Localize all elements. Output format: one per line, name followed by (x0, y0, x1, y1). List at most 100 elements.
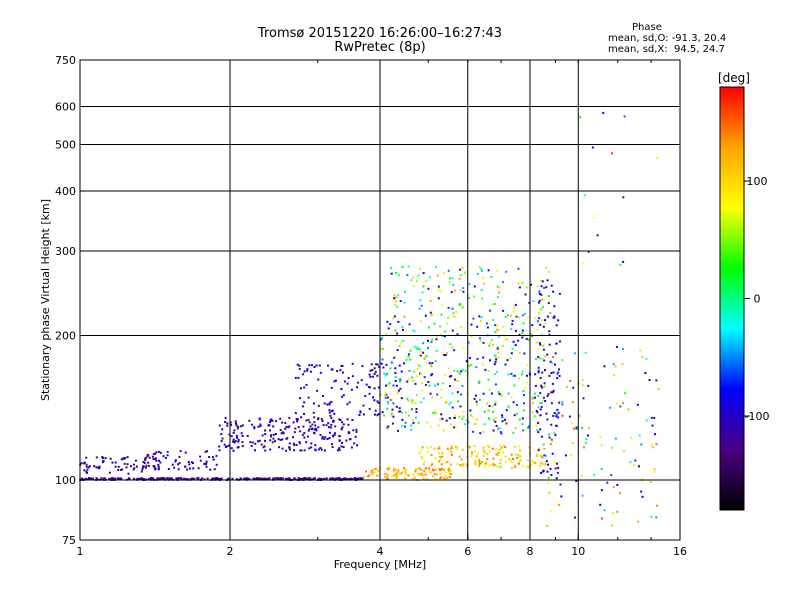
data-point (306, 478, 309, 481)
data-point (476, 273, 479, 275)
data-point (132, 463, 135, 466)
data-point (127, 472, 130, 475)
data-point (387, 401, 389, 403)
data-point (619, 263, 622, 266)
data-point (301, 405, 304, 408)
data-point (516, 456, 519, 459)
data-point (259, 478, 262, 481)
data-point (533, 461, 536, 464)
data-point (460, 393, 463, 396)
data-point (537, 366, 540, 369)
colorbar-tick-label: -100 (745, 410, 770, 423)
data-point (478, 315, 481, 318)
data-point (424, 314, 427, 317)
data-point (494, 355, 497, 358)
data-point (428, 326, 430, 329)
data-point (521, 370, 524, 373)
data-point (376, 374, 379, 377)
data-point (377, 401, 380, 404)
data-point (400, 341, 403, 344)
data-point (555, 477, 558, 480)
data-point (422, 272, 425, 275)
data-point (458, 415, 461, 418)
data-point (555, 424, 558, 427)
data-point (435, 338, 438, 341)
data-point (346, 403, 349, 406)
data-point (397, 320, 400, 323)
data-point (424, 383, 427, 386)
data-point (296, 363, 299, 366)
data-point (479, 337, 481, 340)
data-point (387, 402, 390, 405)
data-point (218, 445, 221, 448)
data-point (482, 363, 484, 366)
data-point (482, 341, 485, 344)
data-point (457, 400, 460, 403)
data-point (478, 266, 481, 269)
data-point (86, 478, 89, 481)
data-point (171, 463, 174, 466)
data-point (521, 329, 524, 332)
data-point (325, 424, 328, 427)
data-point (552, 316, 555, 319)
data-point (508, 458, 511, 461)
data-point (447, 316, 450, 319)
data-point (328, 431, 331, 434)
data-point (518, 377, 520, 380)
data-point (336, 370, 339, 372)
data-point (300, 449, 303, 452)
data-point (655, 379, 658, 382)
data-point (487, 378, 490, 381)
data-point (476, 452, 479, 455)
data-point (509, 357, 512, 360)
data-point (411, 478, 414, 481)
data-point (600, 468, 603, 470)
data-point (224, 421, 227, 423)
data-point (428, 467, 430, 470)
data-point (412, 276, 415, 279)
data-point (387, 467, 390, 470)
data-point (221, 428, 224, 431)
data-point (439, 325, 441, 328)
data-point (570, 421, 573, 424)
data-point (147, 461, 150, 464)
data-point (386, 477, 389, 480)
data-point (232, 438, 235, 441)
colorbar-tick-label: 0 (754, 293, 761, 306)
data-point (262, 446, 265, 449)
data-point (497, 351, 500, 354)
data-point (518, 286, 521, 289)
data-point (308, 447, 311, 450)
data-point (446, 476, 449, 479)
data-point (614, 437, 617, 440)
data-point (536, 328, 539, 331)
data-point (509, 459, 512, 462)
data-point (544, 319, 546, 322)
data-point (87, 477, 90, 479)
data-point (374, 467, 377, 470)
data-point (360, 379, 363, 382)
data-point (471, 430, 474, 433)
data-point (223, 443, 226, 446)
data-point (498, 451, 501, 454)
data-point (613, 374, 616, 377)
data-point (264, 439, 266, 442)
data-point (441, 417, 444, 420)
data-point (323, 477, 326, 480)
data-point (380, 362, 383, 365)
data-point (341, 426, 344, 429)
data-point (164, 457, 167, 459)
data-point (411, 408, 413, 411)
data-point (578, 414, 581, 417)
data-point (538, 414, 541, 417)
data-point (422, 474, 425, 477)
data-point (307, 435, 309, 438)
data-point (436, 274, 439, 277)
data-point (521, 332, 524, 334)
data-point (328, 403, 331, 406)
data-point (426, 446, 429, 449)
data-point (475, 366, 478, 368)
data-point (237, 438, 240, 441)
y-tick-label: 500 (55, 139, 76, 152)
data-point (459, 405, 462, 408)
